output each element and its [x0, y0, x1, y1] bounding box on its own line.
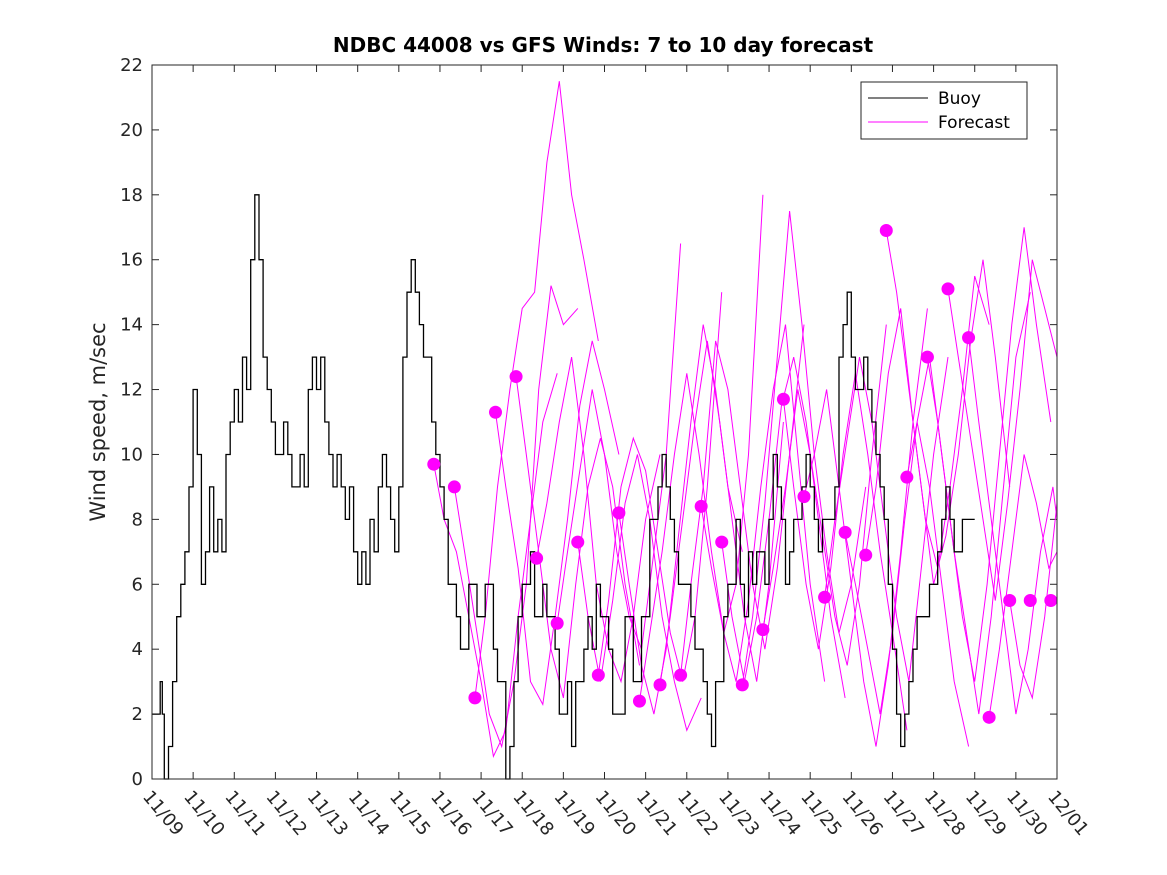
y-tick-label: 20 — [120, 120, 143, 141]
forecast-points — [427, 224, 1058, 724]
forecast-point — [1044, 594, 1058, 607]
y-tick-label: 4 — [132, 639, 143, 660]
y-axis-label: Wind speed, m/sec — [86, 322, 110, 521]
forecast-line-19 — [803, 308, 928, 747]
legend-buoy-label: Buoy — [938, 89, 981, 109]
forecast-point — [427, 457, 441, 471]
forecast-point — [982, 710, 996, 724]
forecast-point — [1003, 594, 1017, 607]
y-tick-label: 0 — [132, 769, 143, 790]
forecast-point — [468, 691, 482, 705]
forecast-point — [1023, 594, 1037, 607]
legend: Buoy Forecast — [860, 81, 1028, 140]
forecast-point — [838, 525, 852, 539]
forecast-point — [859, 548, 873, 562]
forecast-point — [900, 470, 914, 484]
y-tick-label: 12 — [120, 380, 143, 401]
forecast-line-23 — [885, 230, 1011, 585]
forecast-point — [694, 499, 708, 513]
forecast-line-24 — [906, 292, 1031, 715]
forecast-point — [756, 623, 770, 637]
forecast-point — [776, 392, 790, 406]
forecast-line-13 — [680, 324, 805, 676]
forecast-point — [550, 616, 564, 630]
forecast-line-28 — [988, 454, 1058, 718]
forecast-point — [962, 331, 976, 345]
forecast-point — [715, 535, 729, 549]
y-tick-label: 8 — [132, 509, 143, 530]
y-tick-label: 6 — [132, 574, 143, 595]
forecast-point — [612, 506, 626, 520]
forecast-point — [818, 590, 832, 604]
forecast-line-26 — [947, 259, 1058, 601]
forecast-point — [509, 370, 523, 384]
plot-area — [152, 65, 1057, 779]
y-tick-label: 22 — [120, 55, 143, 76]
forecast-point — [447, 480, 461, 494]
forecast-line-16 — [741, 210, 867, 685]
forecast-point — [653, 678, 667, 692]
forecast-point — [571, 535, 585, 549]
forecast-line-18 — [782, 373, 908, 731]
y-tick-label: 2 — [132, 704, 143, 725]
forecast-point — [530, 551, 544, 565]
y-axis-ticks: 0 2 4 6 8 10 12 14 16 18 20 22 — [120, 55, 1057, 790]
forecast-point — [674, 668, 688, 682]
y-tick-label: 10 — [120, 444, 143, 465]
y-tick-label: 14 — [120, 315, 143, 336]
buoy-series-line — [152, 194, 975, 780]
forecast-line-29 — [1009, 503, 1058, 700]
forecast-line-27 — [968, 337, 1058, 715]
y-tick-label: 18 — [120, 185, 143, 206]
y-tick-label: 16 — [120, 250, 143, 271]
forecast-point — [879, 224, 893, 238]
forecast-line-9 — [597, 292, 723, 682]
plot-frame — [151, 64, 1058, 780]
legend-forecast-label: Forecast — [938, 113, 1010, 133]
buoy-layer — [152, 194, 975, 780]
forecast-point — [591, 668, 605, 682]
forecast-line-3 — [474, 81, 599, 698]
forecast-line-21 — [844, 421, 970, 747]
forecast-point — [797, 490, 811, 504]
forecast-point — [941, 282, 955, 296]
forecast-point — [632, 694, 646, 708]
chart-title: NDBC 44008 vs GFS Winds: 7 to 10 day for… — [333, 33, 874, 57]
forecast-point — [920, 350, 934, 364]
forecast-point — [488, 405, 502, 419]
legend-box — [860, 81, 1028, 140]
forecast-point — [735, 678, 749, 692]
forecast-line-5 — [515, 376, 640, 699]
forecast-line-1 — [433, 373, 558, 758]
forecast-line-8 — [577, 454, 702, 732]
